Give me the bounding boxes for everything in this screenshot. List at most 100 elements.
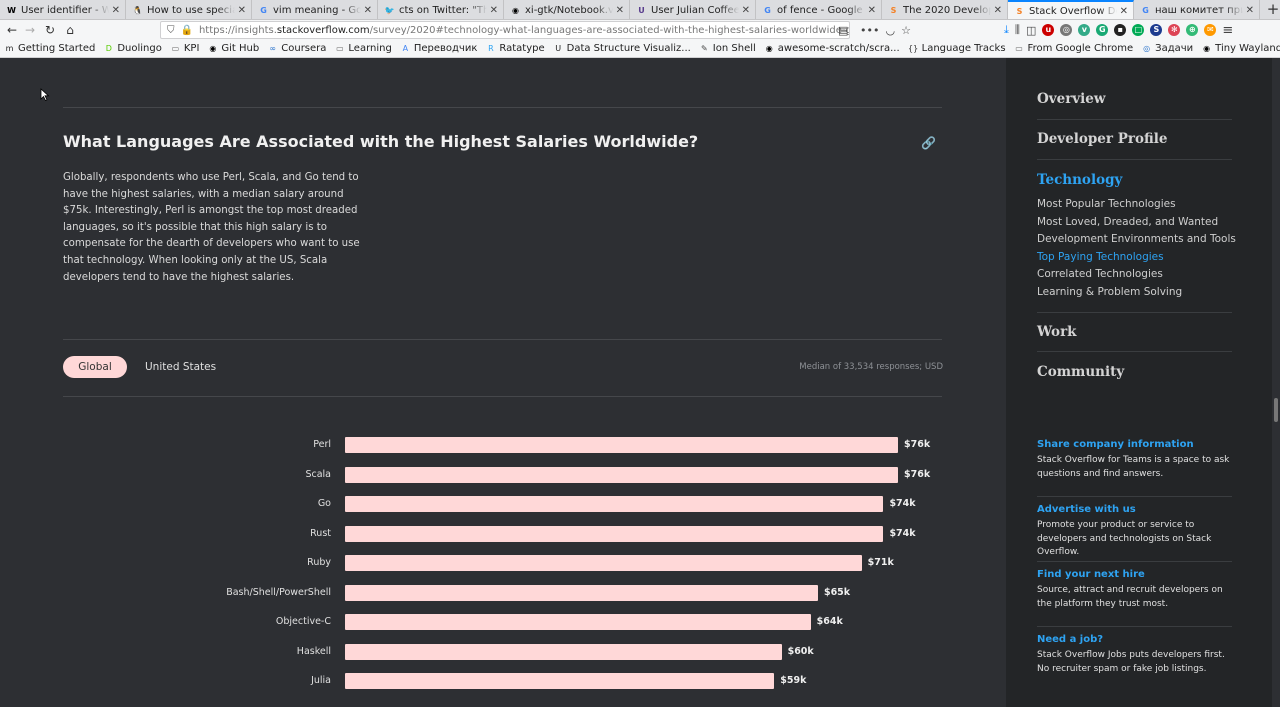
menu-icon[interactable]: ≡	[1222, 22, 1234, 38]
chart-bar	[345, 437, 898, 453]
ad-title-link[interactable]: Share company information	[1037, 439, 1194, 450]
extension-badge-icon[interactable]: ▪	[1114, 24, 1127, 36]
lock-icon[interactable]: 🔒	[180, 24, 193, 36]
bookmark-item[interactable]: ▭ Learning	[334, 43, 392, 54]
ad-title-link[interactable]: Advertise with us	[1037, 504, 1136, 515]
home-icon[interactable]: ⌂	[66, 23, 74, 37]
browser-tab[interactable]: S Stack Overflow Dev✕	[1008, 0, 1134, 19]
bookmark-icon: ▭	[336, 44, 344, 53]
sidebar	[1006, 58, 1272, 707]
bookmark-item[interactable]: ◎ Задачи	[1141, 43, 1193, 54]
chart-value-label: $59k	[780, 675, 807, 686]
tab-close-icon[interactable]: ✕	[489, 4, 498, 16]
browser-tab[interactable]: ◉ xi-gtk/Notebook.vala✕	[504, 0, 630, 19]
bookmark-item[interactable]: ◉ Git Hub	[207, 43, 259, 54]
link-icon[interactable]: 🔗	[921, 136, 936, 150]
browser-tab[interactable]: 🐦 cts on Twitter: "The ✕	[378, 0, 504, 19]
sidebar-subitem[interactable]: Most Popular Technologies	[1037, 198, 1176, 210]
bookmark-item[interactable]: R Ratatype	[485, 43, 545, 54]
sidebar-subitem[interactable]: Development Environments and Tools	[1037, 233, 1236, 245]
browser-tab[interactable]: U User Julian Coffee ✕	[630, 0, 756, 19]
tab-favicon-icon: G	[764, 5, 771, 15]
tab-close-icon[interactable]: ✕	[237, 4, 246, 16]
tab-close-icon[interactable]: ✕	[867, 4, 876, 16]
grammarly-icon[interactable]: G	[1096, 24, 1109, 36]
sidebar-item-overview[interactable]: Overview	[1037, 91, 1106, 107]
sidebar-item-community[interactable]: Community	[1037, 364, 1125, 380]
sidebar-item-technology[interactable]: Technology	[1037, 172, 1123, 188]
chart-value-label: $64k	[816, 616, 843, 627]
tab-close-icon[interactable]: ✕	[111, 4, 120, 16]
tab-title: xi-gtk/Notebook.vala	[525, 4, 613, 16]
bookmark-item[interactable]: ◉ awesome-scratch/scra...	[764, 43, 900, 54]
download-icon[interactable]: ⤓	[1004, 23, 1009, 36]
tab-close-icon[interactable]: ✕	[615, 4, 624, 16]
chart-value-label: $74k	[889, 498, 916, 509]
sidebar-item-developer-profile[interactable]: Developer Profile	[1037, 131, 1168, 147]
pocket-icon[interactable]: ◡	[885, 23, 896, 37]
tab-close-icon[interactable]: ✕	[363, 4, 372, 16]
s-extension-icon[interactable]: S	[1150, 24, 1163, 36]
url-bar[interactable]: ⛉ 🔒 https://insights. stackoverflow.com/s…	[160, 21, 850, 39]
sidebar-subitem[interactable]: Correlated Technologies	[1037, 268, 1163, 280]
tab-close-icon[interactable]: ✕	[1245, 4, 1254, 16]
browser-tab[interactable]: 🐧 How to use special ✕	[126, 0, 252, 19]
tab-close-icon[interactable]: ✕	[993, 4, 1002, 16]
tab-close-icon[interactable]: ✕	[1119, 5, 1128, 17]
note-extension-icon[interactable]: □	[1132, 24, 1145, 36]
ad-title-link[interactable]: Find your next hire	[1037, 569, 1145, 580]
chart-row: Scala $76k	[0, 465, 1006, 485]
bookmark-item[interactable]: D Duolingo	[103, 43, 162, 54]
bookmark-item[interactable]: ∞ Coursera	[267, 43, 326, 54]
bookmark-star-icon[interactable]: ☆	[901, 23, 911, 37]
tab-close-icon[interactable]: ✕	[741, 4, 750, 16]
chart-category-label: Rust	[310, 527, 331, 539]
puzzle-extension-icon[interactable]: ⊕	[1186, 24, 1199, 36]
globe-icon[interactable]: ◎	[1060, 24, 1073, 36]
browser-tab[interactable]: S The 2020 Developer✕	[882, 0, 1008, 19]
reader-view-icon[interactable]: ▤	[838, 23, 849, 37]
sidebar-item-work[interactable]: Work	[1037, 324, 1077, 340]
bookmark-item[interactable]: {} Language Tracks	[908, 43, 1006, 54]
page-actions-icon[interactable]: •••	[860, 23, 880, 37]
scroll-thumb[interactable]	[1274, 398, 1278, 422]
forward-icon[interactable]: →	[24, 23, 36, 37]
bookmark-label: Переводчик	[413, 43, 478, 54]
ublock-icon[interactable]: u	[1042, 24, 1055, 36]
bookmark-item[interactable]: U Data Structure Visualiz...	[553, 43, 691, 54]
ad-text: Stack Overflow for Teams is a space to a…	[1037, 455, 1230, 479]
tab-title: of fence - Google S	[777, 4, 865, 16]
reload-icon[interactable]: ↻	[44, 23, 56, 37]
mouse-cursor-icon	[40, 88, 50, 102]
tab-favicon-icon: ◉	[512, 5, 519, 15]
section-title: What Languages Are Associated with the H…	[63, 132, 699, 151]
sidebar-subitem[interactable]: Top Paying Technologies	[1037, 250, 1164, 263]
bookmark-item[interactable]: A Переводчик	[400, 43, 478, 54]
vpn-icon[interactable]: v	[1078, 24, 1091, 36]
new-tab-icon[interactable]: +	[1266, 0, 1280, 18]
shield-icon[interactable]: ⛉	[167, 24, 175, 36]
global-toggle-button[interactable]: Global	[63, 356, 127, 378]
bookmark-label: Learning	[348, 43, 392, 54]
mail-extension-icon[interactable]: ✉	[1204, 24, 1217, 36]
sidebar-subitem[interactable]: Most Loved, Dreaded, and Wanted	[1037, 215, 1219, 228]
bookmark-item[interactable]: m Getting Started	[4, 43, 96, 54]
back-icon[interactable]: ←	[6, 23, 18, 37]
dots-extension-icon[interactable]: ✻	[1168, 24, 1181, 36]
bookmark-item[interactable]: ◉ Tiny Wayland composi...	[1201, 43, 1280, 54]
bookmark-label: Ion Shell	[712, 43, 756, 54]
bookmark-item[interactable]: ▭ From Google Chrome	[1014, 43, 1133, 54]
ad-title-link[interactable]: Need a job?	[1037, 634, 1104, 645]
library-icon[interactable]: ⫼	[1014, 23, 1020, 36]
bookmark-item[interactable]: ✎ Ion Shell	[699, 43, 756, 54]
page-scrollbar[interactable]	[1272, 58, 1280, 707]
survey-page: What Languages Are Associated with the H…	[0, 58, 1280, 707]
sidebar-subitem[interactable]: Learning & Problem Solving	[1037, 285, 1183, 298]
bookmark-item[interactable]: ▭ KPI	[170, 43, 200, 54]
browser-tab[interactable]: W User identifier - Wiki✕	[0, 0, 126, 19]
united-states-toggle-button[interactable]: United States	[145, 361, 217, 373]
sidebar-toggle-icon[interactable]: ◫	[1025, 23, 1037, 37]
